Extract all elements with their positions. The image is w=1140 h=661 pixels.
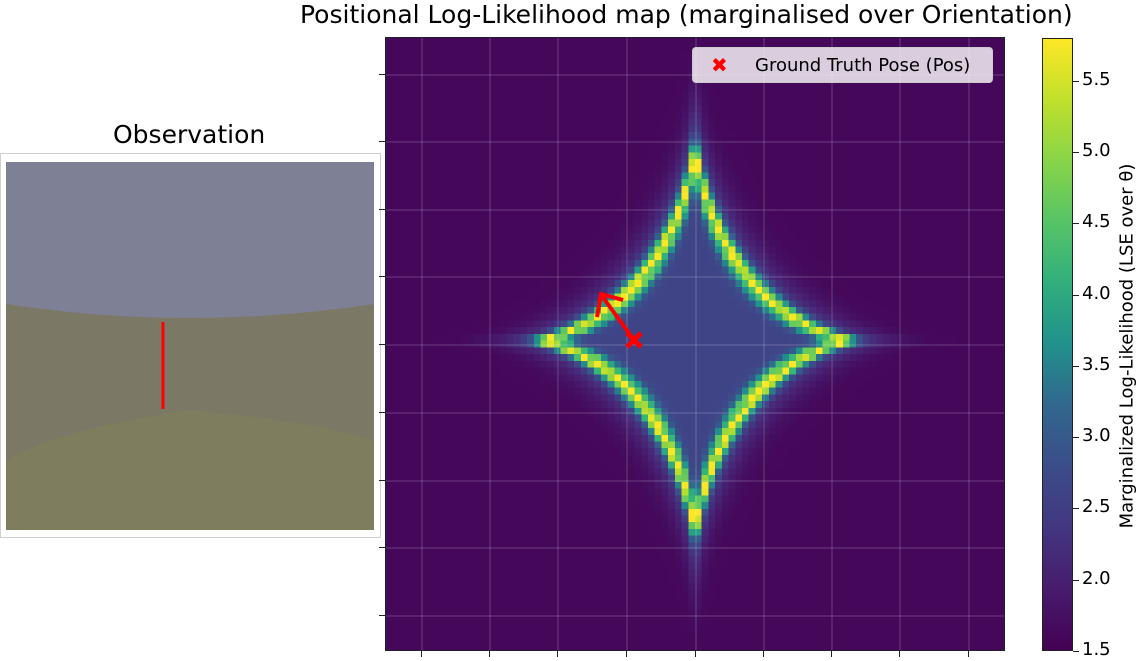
y-axis-tick [379,547,385,548]
ground-truth-pose-marker [625,331,643,349]
x-axis-tick [557,651,558,657]
chart-title: Positional Log-Likelihood map (marginali… [300,0,1073,29]
colorbar-tick-label: 4.0 [1082,283,1111,304]
colorbar-tick-label: 2.5 [1082,496,1111,517]
heatmap-grid [386,38,1004,650]
colorbar-tick-label: 1.5 [1082,639,1111,660]
colorbar-tick-label: 3.5 [1082,354,1111,375]
legend-label: Ground Truth Pose (Pos) [755,55,971,76]
colorbar-tick [1073,580,1079,581]
colorbar-label: Marginalized Log-Likelihood (LSE over θ) [1116,163,1138,529]
observation-panel [0,153,381,538]
y-axis-tick [379,344,385,345]
legend-marker-icon: ✖ [711,53,728,77]
y-axis-tick [379,412,385,413]
x-axis-tick [968,651,969,657]
pose-arrow-head [595,291,624,318]
colorbar-tick-label: 4.5 [1082,211,1111,232]
x-axis-tick [831,651,832,657]
likelihood-heatmap [385,37,1005,651]
y-axis-tick [379,480,385,481]
observation-image [6,162,374,530]
colorbar-tick [1073,366,1079,367]
colorbar-tick-label: 2.0 [1082,568,1111,589]
x-axis-tick [626,651,627,657]
colorbar-tick-label: 5.5 [1082,69,1111,90]
x-axis-tick [695,651,696,657]
observation-render [6,162,374,530]
y-axis-tick [379,74,385,75]
colorbar-tick-label: 3.0 [1082,425,1111,446]
colorbar-tick [1073,295,1079,296]
observation-ground-near [6,410,374,530]
x-axis-tick [763,651,764,657]
chart-legend: ✖ Ground Truth Pose (Pos) [692,47,993,83]
y-axis-tick [379,615,385,616]
heatmap-overlay [386,38,1004,650]
colorbar-tick [1073,437,1079,438]
colorbar-tick-label: 5.0 [1082,140,1111,161]
x-axis-tick [899,651,900,657]
x-axis-tick [421,651,422,657]
colorbar-tick [1073,651,1079,652]
colorbar [1042,38,1073,651]
colorbar-tick [1073,223,1079,224]
y-axis-tick [379,209,385,210]
colorbar-tick [1073,152,1079,153]
y-axis-tick [379,276,385,277]
heatmap-cells [386,38,1004,650]
pose-layer [595,291,643,349]
y-axis-tick [379,141,385,142]
colorbar-tick [1073,508,1079,509]
x-axis-tick [489,651,490,657]
colorbar-tick [1073,81,1079,82]
observation-title: Observation [113,120,266,149]
